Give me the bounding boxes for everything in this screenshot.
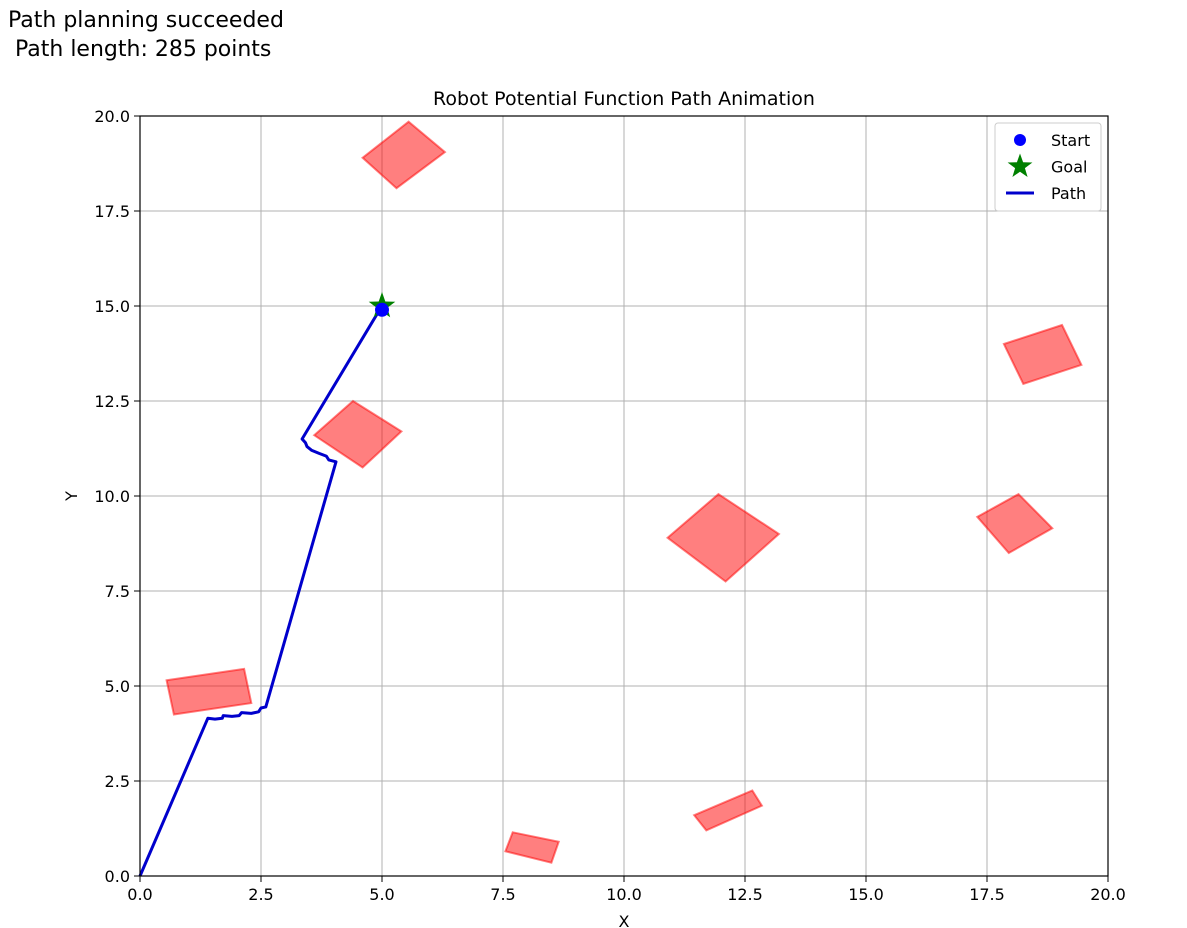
x-tick-label: 2.5 (248, 885, 273, 904)
start-marker (375, 302, 389, 317)
obstacle-5 (1002, 323, 1083, 386)
status-text: Path planning succeeded Path length: 285… (8, 6, 284, 64)
x-tick-label: 17.5 (969, 885, 1005, 904)
path-layer (138, 292, 396, 877)
legend-goal-marker (1007, 153, 1033, 177)
obstacle-6 (975, 492, 1054, 555)
obstacle-1 (361, 120, 447, 190)
path-line (138, 309, 381, 877)
chart-title: Robot Potential Function Path Animation (433, 88, 815, 110)
y-tick-label: 7.5 (105, 582, 130, 601)
legend: Start Goal Path (994, 122, 1102, 212)
legend-start-marker (1014, 134, 1026, 146)
obstacle-3 (165, 667, 253, 716)
legend-label: Goal (1051, 158, 1087, 177)
y-tick-label: 5.0 (105, 677, 130, 696)
y-tick-label: 17.5 (94, 202, 130, 221)
y-tick-label: 15.0 (94, 297, 130, 316)
obstacle-7 (504, 831, 561, 864)
y-tick-label: 10.0 (94, 487, 130, 506)
x-tick-label: 10.0 (606, 885, 642, 904)
obstacle-2 (312, 399, 404, 469)
x-tick-label: 12.5 (727, 885, 763, 904)
ticks: 0.0 2.5 5.0 7.5 10.0 12.5 15.0 17.5 20.0 0.0 2.5 5.… (94, 107, 1125, 904)
y-tick-label: 12.5 (94, 392, 130, 411)
y-tick-label: 2.5 (105, 772, 130, 791)
obstacles (165, 120, 1083, 864)
obstacle-4 (666, 492, 781, 583)
y-tick-label: 20.0 (94, 107, 130, 126)
legend-label: Path (1051, 184, 1086, 203)
obstacle-8 (692, 789, 764, 832)
status-line-1: Path planning succeeded (8, 8, 284, 33)
y-axis-label: Y (62, 491, 81, 502)
x-tick-label: 5.0 (369, 885, 394, 904)
legend-label: Start (1051, 131, 1090, 150)
y-tick-label: 0.0 (105, 867, 130, 886)
x-axis-label: X (619, 912, 630, 928)
x-tick-label: 7.5 (490, 885, 515, 904)
status-line-2: Path length: 285 points (8, 37, 272, 62)
x-tick-label: 0.0 (127, 885, 152, 904)
x-tick-label: 20.0 (1090, 885, 1126, 904)
grid (139, 115, 1109, 877)
x-tick-label: 15.0 (848, 885, 884, 904)
